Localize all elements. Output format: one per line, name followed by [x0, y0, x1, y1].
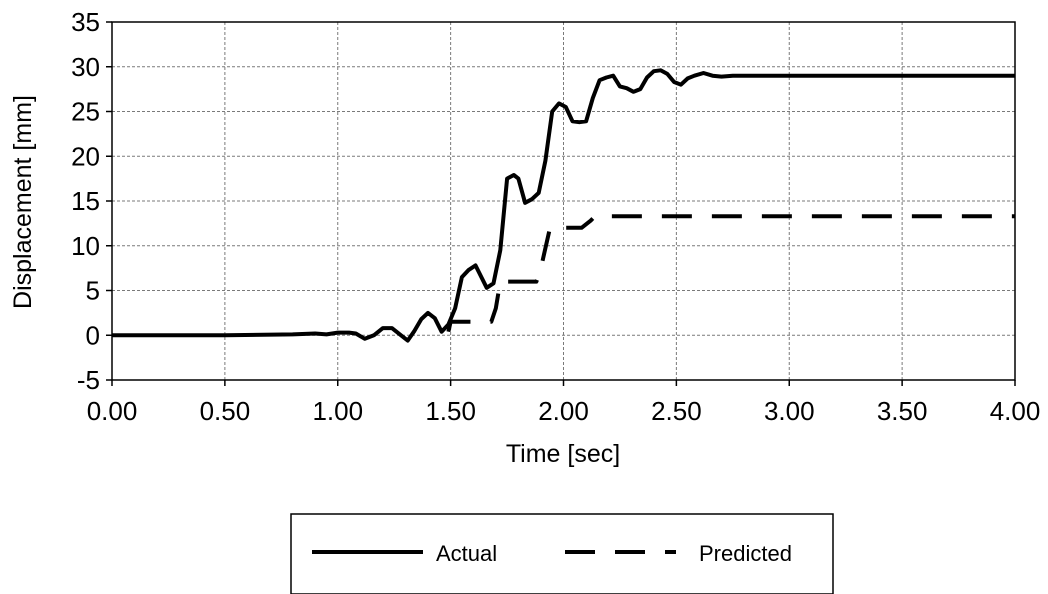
- x-tick-label: 3.00: [764, 396, 815, 426]
- series-line-predicted: [446, 214, 1015, 333]
- y-tick-label: 0: [86, 320, 100, 350]
- series-lines: [112, 68, 1015, 343]
- legend-label-predicted: Predicted: [699, 541, 792, 566]
- x-tick-label: 1.00: [312, 396, 363, 426]
- series-line-actual: [112, 68, 1015, 343]
- x-axis-ticks: 0.00 0.50 1.00 1.50 2.00 2.50 3.00 3.50 4.00: [87, 380, 1041, 426]
- legend: Actual Predicted: [290, 513, 834, 594]
- x-tick-label: 0.00: [87, 396, 138, 426]
- x-tick-label: 4.00: [990, 396, 1041, 426]
- y-tick-label: 30: [71, 52, 100, 82]
- y-tick-label: 25: [71, 97, 100, 127]
- y-tick-label: 10: [71, 231, 100, 261]
- y-tick-label: 5: [86, 276, 100, 306]
- y-tick-label: 20: [71, 141, 100, 171]
- y-axis-ticks: -5 0 5 10 15 20 25 30 35: [71, 7, 112, 395]
- gridlines: [112, 22, 1015, 380]
- x-tick-label: 1.50: [425, 396, 476, 426]
- x-tick-label: 2.50: [651, 396, 702, 426]
- x-tick-label: 2.00: [538, 396, 589, 426]
- y-axis-title: Displacement [mm]: [9, 95, 37, 309]
- x-tick-label: 3.50: [877, 396, 928, 426]
- y-tick-label: 35: [71, 7, 100, 37]
- x-axis-title: Time [sec]: [506, 440, 620, 468]
- y-tick-label: 15: [71, 186, 100, 216]
- legend-label-actual: Actual: [436, 541, 497, 566]
- y-tick-label: -5: [77, 365, 100, 395]
- x-tick-label: 0.50: [200, 396, 251, 426]
